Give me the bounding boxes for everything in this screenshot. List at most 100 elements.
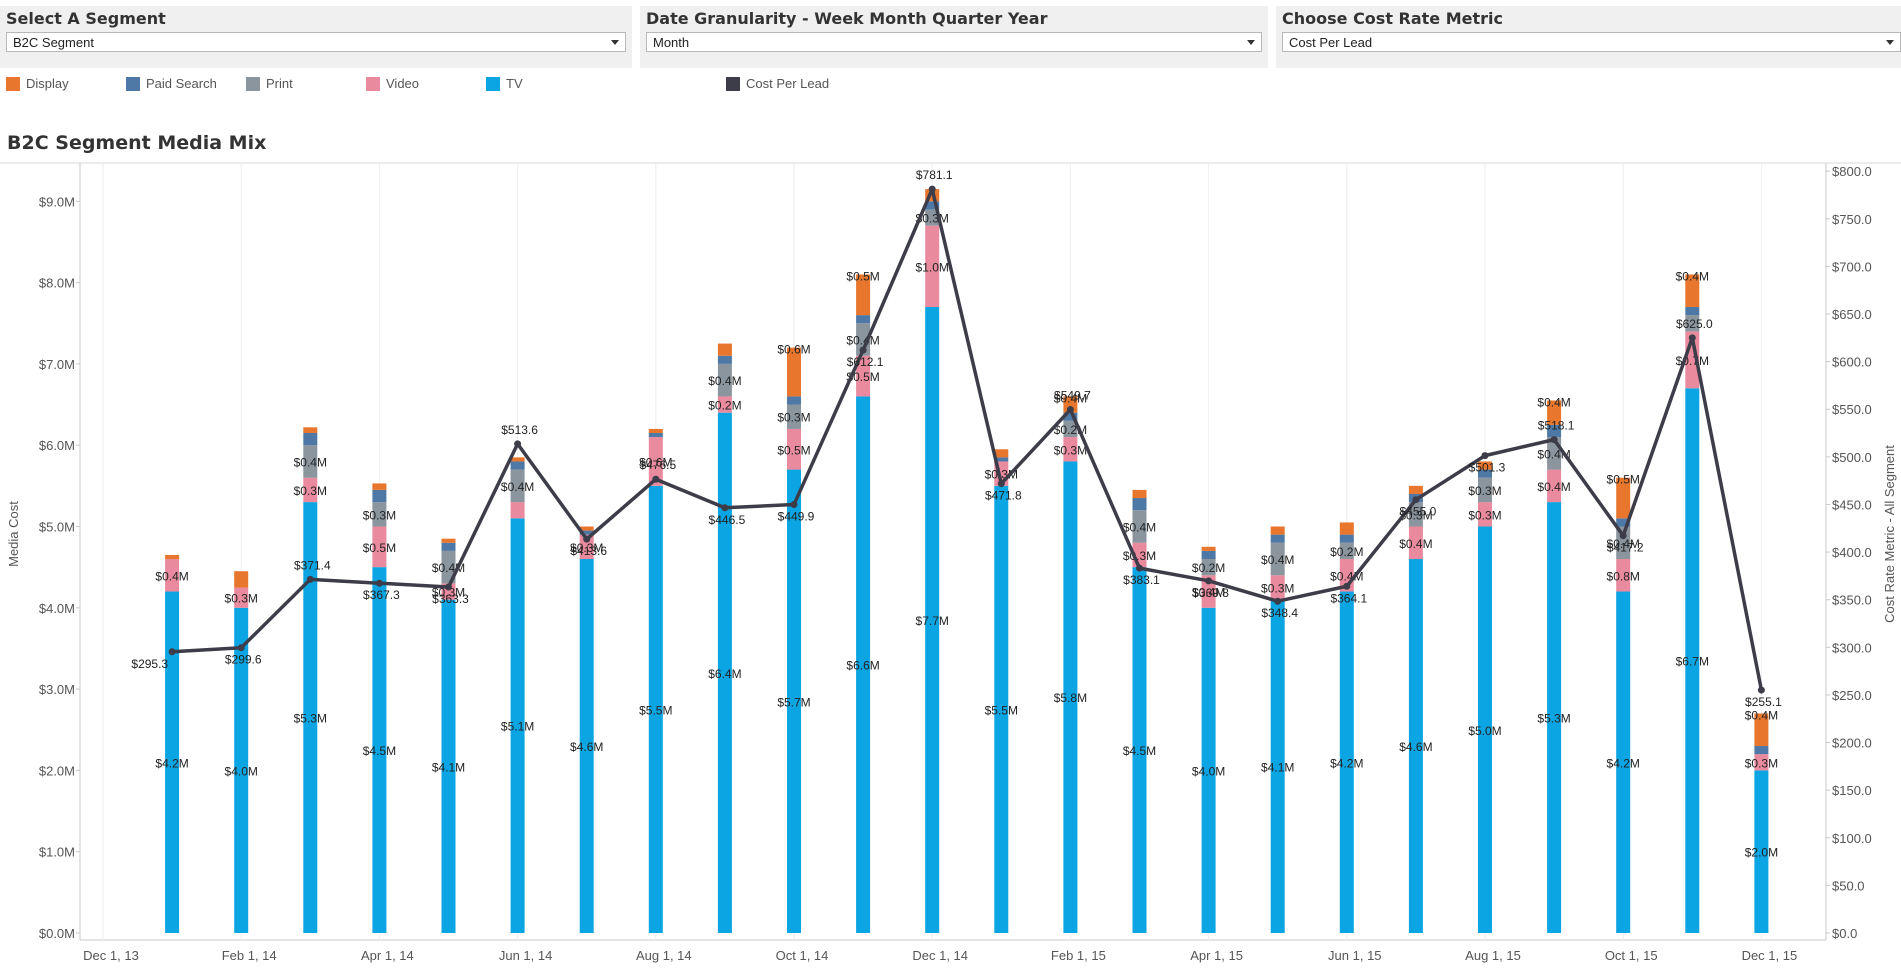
legend-label: Print xyxy=(266,76,293,91)
cost-per-lead-label: $348.4 xyxy=(1261,606,1298,620)
y2-tick-label: $50.0 xyxy=(1832,878,1865,893)
bar-segment-paid-search xyxy=(579,530,594,535)
x-tick-label: Feb 1, 14 xyxy=(222,948,277,963)
bar-label: $5.3M xyxy=(1537,712,1570,726)
print-swatch xyxy=(246,76,260,91)
bar-label: $0.2M xyxy=(708,399,741,413)
y2-tick-label: $700.0 xyxy=(1832,259,1872,274)
legend-item-print[interactable]: Print xyxy=(246,76,293,91)
segment-select[interactable]: B2C Segment xyxy=(6,32,626,52)
bar-segment-print xyxy=(1201,559,1216,576)
y2-tick-label: $550.0 xyxy=(1832,402,1872,417)
segment-filter: Select A Segment B2C Segment xyxy=(0,6,632,68)
y2-tick-label: $100.0 xyxy=(1832,831,1872,846)
cost-per-lead-point xyxy=(997,480,1005,488)
bar-label: $0.4M xyxy=(1399,537,1432,551)
bar-label: $0.4M xyxy=(1745,708,1778,722)
bar-segment-video xyxy=(1063,437,1078,462)
media-mix-chart: $4.2M $0.4M $4.0M $0.3M $5.3M $0.3M $0.4M $4.5M… xyxy=(0,162,1901,963)
date-granularity-select[interactable]: Month xyxy=(646,32,1262,52)
bar-segment-display xyxy=(1201,546,1216,551)
cost-per-lead-label: $383.1 xyxy=(1123,573,1160,587)
bar-label: $0.3M xyxy=(1468,484,1501,498)
date-granularity-filter: Date Granularity - Week Month Quarter Ye… xyxy=(640,6,1268,68)
bar-segment-display xyxy=(717,343,732,356)
bar-segment-display xyxy=(1408,485,1423,494)
bar-segment-tv xyxy=(1408,559,1423,933)
bar-label: $5.8M xyxy=(1054,691,1087,705)
bar-segment-display xyxy=(648,428,663,434)
axes: Dec 1, 13 Feb 1, 14 Apr 1, 14 Jun 1, 14 Aug … xyxy=(6,164,1897,963)
bar-label: $0.4M xyxy=(1330,569,1363,583)
cost-per-lead-label: $549.7 xyxy=(1054,389,1091,403)
y2-tick-label: $400.0 xyxy=(1832,545,1872,560)
bar-segment-tv xyxy=(1063,461,1078,933)
legend-item-paid-search[interactable]: Paid Search xyxy=(126,76,217,91)
bar-label: $0.4M xyxy=(1261,553,1294,567)
bar-label: $6.7M xyxy=(1676,655,1709,669)
bar-segment-tv xyxy=(717,412,732,933)
cost-per-lead-label: $518.1 xyxy=(1538,419,1575,433)
bar-segment-paid-search xyxy=(1478,469,1492,478)
y2-axis-title: Cost Rate Metric - All Segment xyxy=(1882,445,1897,623)
y-tick-label: $2.0M xyxy=(39,763,75,778)
bar-segment-display xyxy=(1132,489,1147,499)
bar-label: $0.3M xyxy=(1054,443,1087,457)
bar-segment-video xyxy=(856,355,871,397)
legend-item-tv[interactable]: TV xyxy=(486,76,523,91)
legend-item-display[interactable]: Display xyxy=(6,76,69,91)
legend-item-cost-per-lead[interactable]: Cost Per Lead xyxy=(726,76,829,91)
cost-per-lead-point xyxy=(790,501,798,509)
cost-per-lead-label: $299.6 xyxy=(225,653,262,667)
y2-tick-label: $750.0 xyxy=(1832,212,1872,227)
cost-per-lead-point xyxy=(375,579,383,587)
cost-per-lead-label: $295.3 xyxy=(131,657,168,671)
legend-label: Cost Per Lead xyxy=(746,76,830,91)
chart-title: B2C Segment Media Mix xyxy=(7,132,267,154)
video-swatch xyxy=(366,76,380,91)
cost-rate-metric-select[interactable]: Cost Per Lead xyxy=(1282,32,1901,52)
cost-per-lead-label: $449.9 xyxy=(778,510,815,524)
bar-segment-print xyxy=(1685,315,1700,332)
cost-per-lead-label: $255.1 xyxy=(1745,695,1782,709)
cost-per-lead-point xyxy=(928,185,936,193)
cost-per-lead-label: $625.0 xyxy=(1676,317,1713,331)
bar-label: $0.3M xyxy=(1123,549,1156,563)
cost-per-lead-label: $367.3 xyxy=(363,588,400,602)
bar-segment-tv xyxy=(372,567,387,933)
cost-per-lead-label: $413.6 xyxy=(570,544,607,558)
x-tick-label: Dec 1, 14 xyxy=(912,948,968,963)
bar-label: $0.3M xyxy=(570,541,603,555)
bar-segment-tv xyxy=(648,485,663,933)
bar-segment-tv xyxy=(1339,591,1354,933)
bar-segment-print xyxy=(1270,542,1285,576)
bar-segment-paid-search xyxy=(1754,746,1769,755)
bar-segment-tv xyxy=(1478,526,1492,933)
date-granularity-filter-title: Date Granularity - Week Month Quarter Ye… xyxy=(646,9,1048,28)
cost-per-lead-point xyxy=(1550,436,1558,444)
cost-per-lead-point xyxy=(445,583,452,591)
bar-segment-video xyxy=(1754,754,1769,771)
y2-tick-label: $150.0 xyxy=(1832,783,1872,798)
bar-segment-display xyxy=(1547,400,1562,425)
bar-segment-display xyxy=(441,538,456,543)
cost-per-lead-point xyxy=(1274,597,1282,605)
bar-segment-display xyxy=(372,483,387,490)
cost-per-lead-point xyxy=(859,346,867,354)
cost-per-lead-label: $476.5 xyxy=(639,458,676,472)
bar-segment-display xyxy=(510,457,525,462)
bar-segment-paid-search xyxy=(717,355,732,364)
bar-segment-paid-search xyxy=(372,489,387,503)
bar-label: $7.7M xyxy=(916,614,949,628)
y-axis-title: Media Cost xyxy=(6,501,21,567)
x-tick-label: Jun 1, 15 xyxy=(1328,948,1382,963)
bar-label: $0.5M xyxy=(846,370,879,384)
legend-label: Video xyxy=(386,76,420,91)
legend-item-video[interactable]: Video xyxy=(366,76,419,91)
x-tick-label: Apr 1, 15 xyxy=(1190,948,1243,963)
legend: Display Paid Search Print Video TV Cost … xyxy=(0,76,900,96)
x-tick-label: Jun 1, 14 xyxy=(499,948,553,963)
bar-label: $5.3M xyxy=(294,712,327,726)
bar-segment-display xyxy=(994,449,1009,458)
bar-label: $0.3M xyxy=(225,592,258,606)
